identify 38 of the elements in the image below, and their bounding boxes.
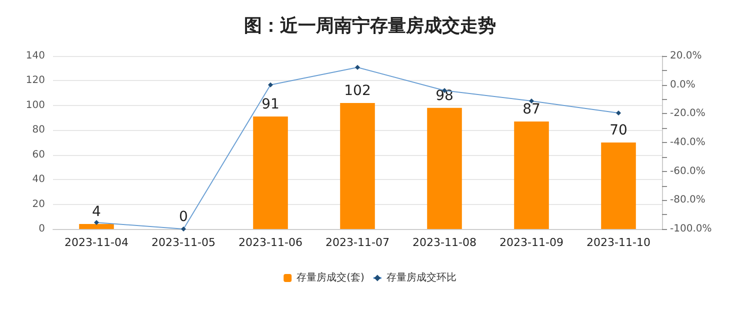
y-tick-label: 120 xyxy=(26,75,45,86)
x-tick-label: 2023-11-05 xyxy=(152,236,216,249)
legend-label: 存量房成交环比 xyxy=(386,272,456,284)
data-label: 4 xyxy=(92,204,102,220)
y-tick-label: 40 xyxy=(32,174,45,186)
y2-tick-label: -60.0% xyxy=(670,166,706,177)
y2-tick-label: -40.0% xyxy=(670,137,706,148)
y-tick-label: 60 xyxy=(32,149,45,160)
x-tick-label: 2023-11-04 xyxy=(64,236,128,249)
data-label: 91 xyxy=(262,96,280,113)
data-label: 87 xyxy=(522,101,540,118)
y-tick-label: 80 xyxy=(32,124,45,136)
chart-title: 图：近一周南宁存量房成交走势 xyxy=(244,16,496,36)
y2-tick-label: 20.0% xyxy=(670,50,702,62)
data-label: 102 xyxy=(344,82,371,99)
x-tick-label: 2023-11-10 xyxy=(586,236,650,249)
y2-tick-label: 0.0% xyxy=(670,79,696,90)
bar xyxy=(79,224,114,229)
y2-tick-label: -20.0% xyxy=(670,108,706,120)
bar xyxy=(340,102,375,229)
bar xyxy=(514,121,549,229)
data-label: 98 xyxy=(436,88,454,104)
y-tick-label: 100 xyxy=(26,100,45,111)
y-tick-label: 140 xyxy=(26,50,45,62)
data-label: 0 xyxy=(179,209,188,225)
data-label: 70 xyxy=(610,122,628,138)
bar xyxy=(427,108,462,229)
y-tick-label: 0 xyxy=(38,224,45,234)
x-tick-label: 2023-11-06 xyxy=(238,236,302,249)
legend-label: 存量房成交(套) xyxy=(296,272,364,284)
bar xyxy=(601,142,636,229)
x-tick-label: 2023-11-09 xyxy=(500,236,564,249)
x-tick-label: 2023-11-07 xyxy=(326,236,390,249)
y-tick-label: 20 xyxy=(32,198,45,210)
x-tick-label: 2023-11-08 xyxy=(412,236,476,249)
bar xyxy=(253,116,288,229)
y2-tick-label: -100.0% xyxy=(670,224,712,234)
y2-tick-label: -80.0% xyxy=(670,194,706,206)
